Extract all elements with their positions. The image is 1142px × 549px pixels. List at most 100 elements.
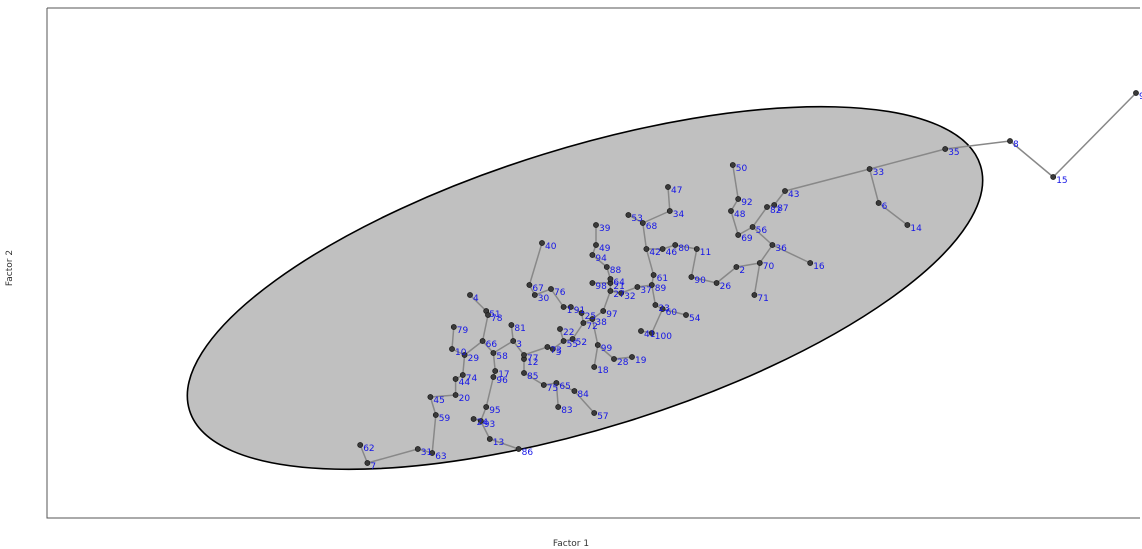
point-66	[479, 338, 486, 344]
point-label-89: 89	[655, 284, 667, 294]
point-label-29: 29	[468, 354, 480, 364]
point-81	[508, 322, 515, 328]
tree-edge	[675, 244, 697, 250]
point-label-97: 97	[606, 310, 617, 320]
point-57	[591, 410, 598, 416]
point-96	[490, 374, 497, 380]
point-6	[875, 200, 882, 206]
point-98	[589, 280, 596, 286]
point-34	[666, 208, 673, 214]
tree-edge	[642, 222, 648, 250]
point-label-42: 42	[649, 248, 660, 258]
tree-edge	[753, 262, 761, 296]
tree-edge	[430, 394, 456, 398]
point-label-82: 82	[770, 206, 781, 216]
point-1	[560, 304, 567, 310]
point-label-94: 94	[595, 254, 607, 264]
point-82	[764, 204, 770, 210]
point-label-6: 6	[882, 202, 888, 212]
tree-edge	[602, 290, 612, 312]
tree-edge	[869, 148, 946, 170]
point-label-70: 70	[763, 262, 775, 272]
point-30	[531, 292, 538, 298]
tree-edge	[489, 438, 519, 450]
point-label-100: 100	[655, 332, 672, 342]
point-label-87: 87	[777, 204, 788, 214]
point-41	[638, 328, 644, 334]
tree-edge	[512, 340, 525, 356]
point-label-51: 51	[489, 310, 500, 320]
point-4	[467, 292, 473, 298]
tree-edge	[431, 414, 437, 454]
point-label-21: 21	[613, 282, 624, 292]
point-25	[578, 310, 585, 316]
point-17	[492, 368, 499, 374]
point-32	[618, 290, 625, 296]
point-69	[735, 232, 742, 238]
point-label-72: 72	[586, 322, 597, 332]
point-74	[459, 372, 466, 378]
point-label-7: 7	[370, 462, 376, 472]
tree-edge	[593, 344, 599, 368]
point-87	[771, 202, 778, 208]
point-label-31: 31	[421, 448, 432, 458]
point-label-57: 57	[597, 412, 608, 422]
point-56	[749, 224, 756, 230]
tree-edge	[528, 242, 543, 286]
point-label-25: 25	[585, 312, 596, 322]
point-26	[713, 280, 720, 286]
point-53	[625, 212, 632, 218]
point-8	[1007, 138, 1013, 144]
point-91	[567, 304, 574, 310]
point-9	[1133, 90, 1139, 96]
point-label-44: 44	[459, 378, 471, 388]
point-83	[555, 404, 562, 410]
point-label-52: 52	[576, 338, 587, 348]
tree-edge	[773, 190, 786, 206]
point-label-28: 28	[617, 358, 629, 368]
tree-edge	[651, 308, 664, 334]
point-label-40: 40	[545, 242, 557, 252]
tree-edge	[573, 390, 595, 414]
point-60	[659, 306, 666, 312]
point-label-71: 71	[757, 294, 768, 304]
point-75	[540, 382, 547, 388]
point-label-92: 92	[741, 198, 752, 208]
point-label-35: 35	[948, 148, 959, 158]
point-label-62: 62	[363, 444, 374, 454]
point-28	[611, 356, 617, 362]
point-38	[589, 316, 596, 322]
point-11	[693, 246, 700, 252]
tree-edge	[642, 210, 671, 224]
point-label-66: 66	[486, 340, 498, 350]
point-label-26: 26	[720, 282, 732, 292]
point-label-34: 34	[673, 210, 685, 220]
point-label-16: 16	[813, 262, 825, 272]
point-label-43: 43	[788, 190, 799, 200]
tree-edge	[690, 248, 698, 278]
point-label-56: 56	[756, 226, 768, 236]
point-49	[593, 242, 599, 248]
point-label-83: 83	[561, 406, 572, 416]
y-axis-label: Factor 2	[5, 249, 15, 287]
point-label-80: 80	[678, 244, 690, 254]
tree-edge	[752, 226, 773, 246]
point-label-23: 23	[658, 304, 669, 314]
point-48	[728, 208, 734, 214]
point-18	[591, 364, 598, 370]
point-label-58: 58	[496, 352, 508, 362]
tree-edge	[523, 372, 545, 386]
tree-edge	[591, 318, 599, 346]
point-95	[483, 404, 490, 410]
point-92	[735, 196, 742, 202]
point-label-27: 27	[613, 290, 624, 300]
point-label-50: 50	[736, 164, 748, 174]
tree-edge	[945, 140, 1011, 150]
point-label-22: 22	[563, 328, 574, 338]
point-76	[548, 286, 554, 292]
point-label-11: 11	[700, 248, 711, 258]
point-label-69: 69	[741, 234, 753, 244]
tree-edge	[367, 448, 419, 464]
tree-edge	[481, 314, 489, 342]
